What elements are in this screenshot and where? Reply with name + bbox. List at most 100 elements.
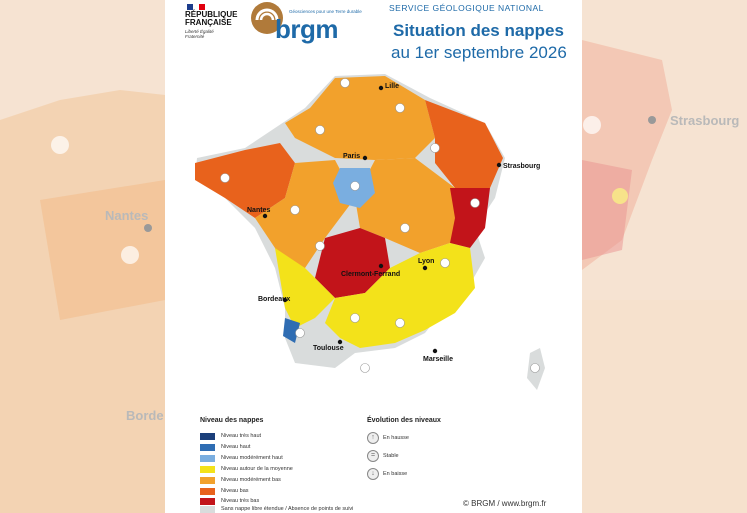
legend-item: Niveau très haut — [200, 432, 261, 440]
city-label-strasbourg: Strasbourg — [503, 163, 540, 170]
arrow-down-icon — [315, 125, 325, 135]
evolution-item: ↑ En hausse — [367, 432, 409, 444]
city-label-lyon: Lyon — [418, 258, 434, 265]
legend-label: Niveau très bas — [221, 498, 260, 504]
city-label-toulouse: Toulouse — [313, 345, 344, 352]
equal-icon — [350, 181, 360, 191]
trend-icons — [220, 78, 540, 373]
region-west-orange — [255, 160, 355, 273]
legend-swatch — [200, 497, 215, 505]
city-marker-lyon — [422, 265, 428, 271]
legend-item: Sans nappe libre étendue / Absence de po… — [200, 505, 353, 513]
background-right-map — [582, 40, 747, 513]
arrow-down-icon — [360, 363, 370, 373]
brgm-logo-icon — [251, 2, 283, 34]
brgm-tagline: Géosciences pour une Terre durable — [289, 9, 362, 14]
city-marker-clermont-ferrand — [378, 263, 384, 269]
city-marker-lille — [378, 85, 384, 91]
legend-item: Niveau autour de la moyenne — [200, 465, 293, 473]
arrow-down-icon — [440, 258, 450, 268]
legend-item: Niveau très bas — [200, 497, 259, 505]
france-groundwater-map: Lille Paris Strasbourg Nantes Lyon Clerm… — [195, 74, 545, 390]
legend-label: Niveau modérément haut — [221, 455, 283, 461]
legend-label: Niveau autour de la moyenne — [221, 466, 293, 472]
region-east — [425, 100, 503, 188]
legend-swatch — [200, 432, 215, 440]
region-landes-high — [283, 318, 300, 343]
french-flag-icon — [187, 4, 205, 10]
arrow-down-icon — [290, 205, 300, 215]
legend-item: Niveau bas — [200, 487, 249, 495]
legend-title: Niveau des nappes — [200, 417, 264, 424]
arrow-down-icon — [315, 241, 325, 251]
region-center-east — [355, 158, 465, 253]
republique-motto: Liberté Égalité Fraternité — [185, 29, 214, 39]
legend-label: Niveau bas — [221, 488, 249, 494]
city-marker-toulouse — [337, 339, 343, 345]
legend-label: Niveau modérément bas — [221, 477, 281, 483]
region-massif-central-very-low — [315, 228, 390, 298]
legend-swatch — [200, 443, 215, 451]
legend-swatch — [200, 487, 215, 495]
region-brittany — [195, 143, 295, 218]
evolution-item: ↓ En baisse — [367, 468, 407, 480]
city-label-lille: Lille — [385, 83, 399, 90]
evolution-label: En baisse — [383, 471, 408, 477]
arrow-down-icon — [395, 103, 405, 113]
background-city-label-right: Strasbourg — [670, 113, 740, 128]
background-left-map — [0, 90, 165, 513]
city-marker-strasbourg — [496, 162, 502, 168]
arrow-down-icon — [530, 363, 540, 373]
city-label-nantes: Nantes — [247, 207, 270, 214]
legend-swatch — [200, 476, 215, 484]
legend-label: Niveau haut — [221, 444, 251, 450]
poster: RÉPUBLIQUE FRANÇAISE Liberté Égalité Fra… — [165, 0, 582, 513]
region-alsace-very-low — [450, 188, 490, 248]
legend-swatch — [200, 505, 215, 513]
legend-item: Niveau modérément bas — [200, 476, 281, 484]
service-label: SERVICE GÉOLOGIQUE NATIONAL — [389, 3, 544, 13]
title-line-1: Situation des nappes — [393, 21, 564, 40]
title-line-2: au 1er septembre 2026 — [391, 43, 567, 62]
city-marker-bordeaux — [282, 297, 288, 303]
brgm-logo-text: brgm — [275, 14, 339, 44]
legend-swatch — [200, 465, 215, 473]
equal-icon: = — [367, 450, 379, 462]
city-label-paris: Paris — [343, 153, 360, 160]
city-markers: Lille Paris Strasbourg Nantes Lyon Clerm… — [247, 83, 540, 363]
legend-item: Niveau modérément haut — [200, 454, 283, 462]
arrow-down-icon — [400, 223, 410, 233]
background-left-panel: Nantes Borde — [0, 0, 165, 513]
copyright: © BRGM / www.brgm.fr — [463, 499, 547, 508]
evolution-item: = Stable — [367, 450, 399, 462]
background-city-label: Nantes — [105, 208, 149, 223]
arrow-down-icon — [430, 143, 440, 153]
city-marker-paris — [362, 155, 368, 161]
legend-label: Niveau très haut — [221, 433, 262, 439]
region-north — [285, 76, 435, 160]
evolution-label: En hausse — [383, 435, 409, 441]
evolution-title: Évolution des niveaux — [367, 417, 441, 424]
region-southwest-average — [275, 248, 335, 328]
equal-icon — [470, 198, 480, 208]
city-marker-marseille — [432, 348, 438, 354]
city-label-marseille: Marseille — [423, 356, 453, 363]
legend-label: Sans nappe libre étendue / Absence de po… — [221, 506, 354, 512]
region-mediterranean-average — [325, 243, 475, 348]
equal-icon — [395, 318, 405, 328]
arrow-down-icon — [220, 173, 230, 183]
evolution-label: Stable — [383, 453, 399, 459]
arrow-down-icon: ↓ — [367, 468, 379, 480]
republique-francaise-logo-text: RÉPUBLIQUE FRANÇAISE — [185, 10, 238, 27]
city-label-bordeaux: Bordeaux — [258, 296, 290, 303]
city-marker-nantes — [262, 213, 268, 219]
arrow-up-icon: ↑ — [367, 432, 379, 444]
arrow-down-icon — [340, 78, 350, 88]
arrow-up-icon — [295, 328, 305, 338]
background-city-label-2: Borde — [126, 408, 164, 423]
legend-swatch — [200, 454, 215, 462]
city-label-clermont-ferrand: Clermont-Ferrand — [341, 271, 400, 278]
background-right-panel: Strasbourg — [582, 0, 747, 513]
legend-item: Niveau haut — [200, 443, 250, 451]
equal-icon — [350, 313, 360, 323]
